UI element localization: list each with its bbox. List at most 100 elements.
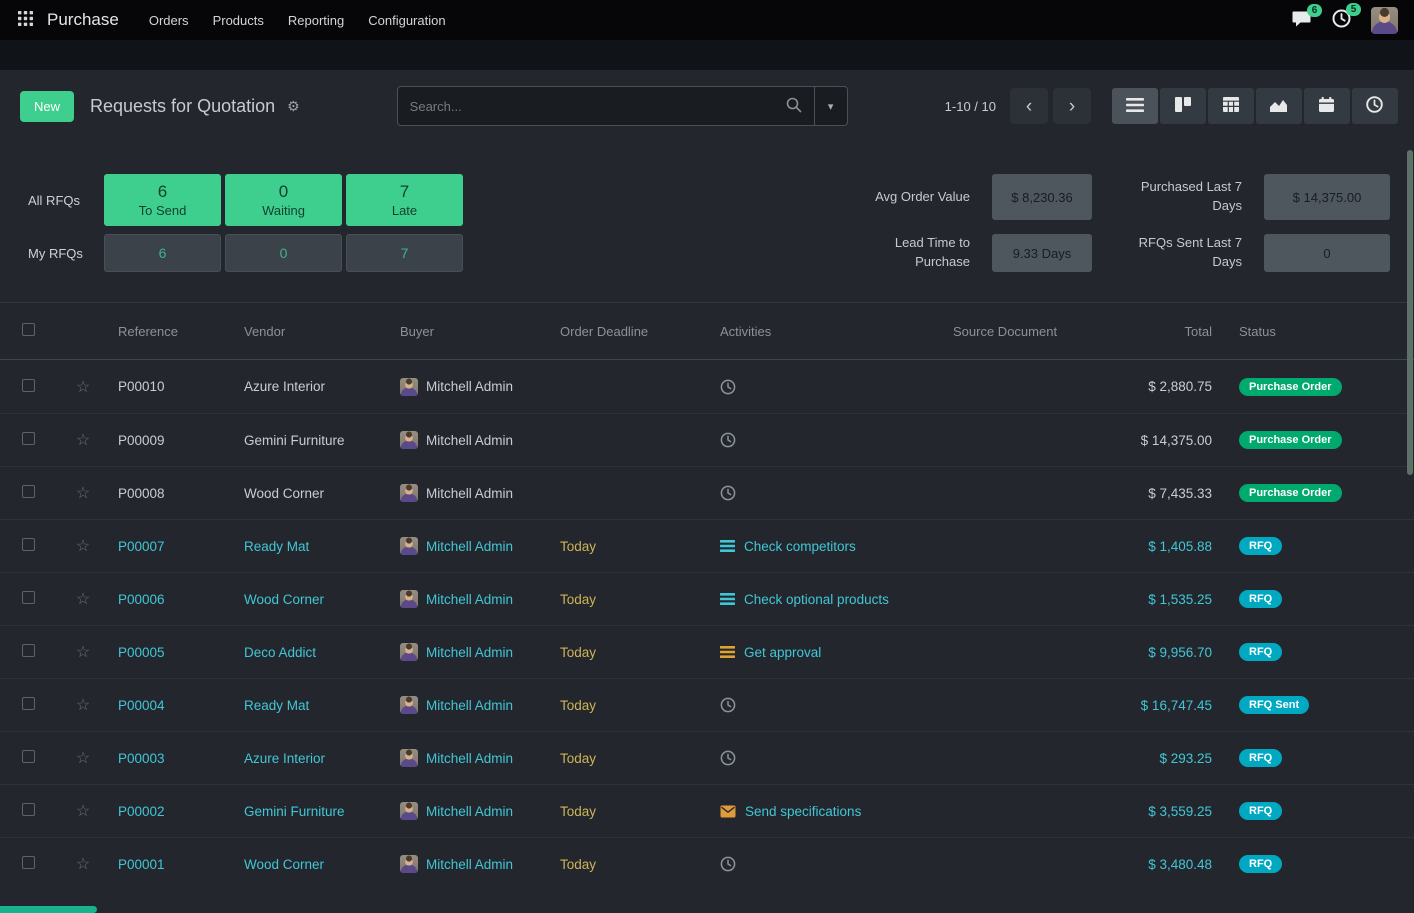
- pivot-view-icon: [1222, 97, 1239, 115]
- activity-label[interactable]: Send specifications: [745, 803, 862, 819]
- activity-icon[interactable]: [720, 856, 736, 872]
- activities-button[interactable]: 5: [1332, 3, 1361, 31]
- status-cell: RFQ: [1226, 643, 1414, 661]
- horizontal-scrollbar[interactable]: [0, 906, 97, 913]
- messages-button[interactable]: 6: [1291, 3, 1322, 31]
- favorite-star-icon[interactable]: ☆: [75, 485, 91, 502]
- activity-icon[interactable]: [720, 379, 736, 395]
- row-checkbox[interactable]: [22, 378, 35, 392]
- view-list-button[interactable]: [1111, 88, 1158, 124]
- row-checkbox[interactable]: [22, 803, 35, 816]
- order-deadline: Today: [560, 538, 597, 554]
- row-checkbox[interactable]: [22, 591, 35, 604]
- activity-icon[interactable]: [720, 539, 735, 553]
- page-title: Requests for Quotation: [90, 95, 276, 116]
- table-row[interactable]: ☆ P00001 Wood Corner Mitchell Admin Toda…: [0, 837, 1414, 890]
- view-pivot-button[interactable]: [1207, 88, 1254, 124]
- header-status[interactable]: Status: [1239, 323, 1276, 339]
- table-row[interactable]: ☆ P00004 Ready Mat Mitchell Admin Today …: [0, 678, 1414, 731]
- pager-previous-button[interactable]: ‹: [1009, 88, 1048, 124]
- status-badge: RFQ: [1239, 590, 1283, 608]
- my-to-send-card[interactable]: 6: [104, 234, 221, 272]
- table-row[interactable]: ☆ P00002 Gemini Furniture Mitchell Admin…: [0, 784, 1414, 837]
- activity-label[interactable]: Get approval: [744, 644, 822, 660]
- new-button[interactable]: New: [20, 90, 75, 122]
- favorite-cell: ☆: [58, 854, 108, 874]
- activity-icon[interactable]: [720, 697, 736, 713]
- all-late-card[interactable]: 7 Late: [346, 174, 463, 226]
- all-waiting-card[interactable]: 0 Waiting: [225, 174, 342, 226]
- buyer-avatar: [400, 696, 418, 714]
- select-all-checkbox[interactable]: [22, 323, 35, 336]
- table-row[interactable]: ☆ P00003 Azure Interior Mitchell Admin T…: [0, 731, 1414, 784]
- row-checkbox[interactable]: [22, 644, 35, 657]
- favorite-star-icon[interactable]: ☆: [75, 432, 91, 449]
- view-activity-button[interactable]: [1351, 88, 1398, 124]
- settings-gear-icon[interactable]: ⚙: [287, 97, 300, 114]
- activity-icon[interactable]: [720, 592, 735, 606]
- favorite-star-icon[interactable]: ☆: [75, 856, 91, 873]
- caret-down-icon: ▾: [827, 100, 834, 113]
- menu-configuration[interactable]: Configuration: [368, 12, 446, 28]
- row-checkbox[interactable]: [22, 538, 35, 551]
- row-checkbox[interactable]: [22, 750, 35, 763]
- view-calendar-button[interactable]: [1303, 88, 1350, 124]
- favorite-star-icon[interactable]: ☆: [75, 591, 91, 608]
- buyer-avatar: [400, 643, 418, 661]
- row-checkbox[interactable]: [22, 432, 35, 445]
- header-buyer[interactable]: Buyer: [400, 323, 434, 339]
- table-row[interactable]: ☆ P00009 Gemini Furniture Mitchell Admin…: [0, 413, 1414, 466]
- header-activities[interactable]: Activities: [720, 323, 772, 339]
- header-reference[interactable]: Reference: [118, 323, 178, 339]
- favorite-star-icon[interactable]: ☆: [75, 538, 91, 555]
- header-total[interactable]: Total: [1184, 323, 1212, 339]
- total: $ 16,747.45: [1140, 697, 1212, 713]
- favorite-star-icon[interactable]: ☆: [75, 750, 91, 767]
- my-waiting-card[interactable]: 0: [225, 234, 342, 272]
- all-to-send-card[interactable]: 6 To Send: [104, 174, 221, 226]
- my-late-card[interactable]: 7: [346, 234, 463, 272]
- vendor: Wood Corner: [244, 856, 325, 872]
- view-graph-button[interactable]: [1255, 88, 1302, 124]
- favorite-star-icon[interactable]: ☆: [75, 803, 91, 820]
- favorite-cell: ☆: [58, 589, 108, 609]
- user-avatar[interactable]: [1371, 6, 1398, 34]
- activity-icon[interactable]: [720, 805, 736, 818]
- row-checkbox[interactable]: [22, 485, 35, 498]
- row-checkbox[interactable]: [22, 856, 35, 869]
- table-row[interactable]: ☆ P00007 Ready Mat Mitchell Admin Today …: [0, 519, 1414, 572]
- view-kanban-button[interactable]: [1159, 88, 1206, 124]
- control-panel: New Requests for Quotation ⚙ ▾ 1-10 / 10…: [0, 70, 1414, 138]
- vertical-scrollbar[interactable]: [1407, 150, 1413, 475]
- activity-icon[interactable]: [720, 645, 735, 659]
- favorite-star-icon[interactable]: ☆: [75, 697, 91, 714]
- vendor: Wood Corner: [244, 485, 325, 501]
- search-dropdown-toggle[interactable]: ▾: [813, 86, 848, 126]
- table-row[interactable]: ☆ P00010 Azure Interior Mitchell Admin $…: [0, 360, 1414, 413]
- activity-icon[interactable]: [720, 750, 736, 766]
- favorite-star-icon[interactable]: ☆: [75, 644, 91, 661]
- table-row[interactable]: ☆ P00006 Wood Corner Mitchell Admin Toda…: [0, 572, 1414, 625]
- activity-label[interactable]: Check competitors: [744, 538, 856, 554]
- favorite-star-icon[interactable]: ☆: [75, 378, 91, 396]
- menu-products[interactable]: Products: [212, 12, 264, 28]
- header-order-deadline[interactable]: Order Deadline: [560, 323, 649, 339]
- table-row[interactable]: ☆ P00008 Wood Corner Mitchell Admin $ 7,…: [0, 466, 1414, 519]
- activity-icon[interactable]: [720, 485, 736, 501]
- status-badge: RFQ: [1239, 643, 1283, 661]
- search-input[interactable]: [397, 98, 786, 114]
- activity-cell: Check optional products: [720, 592, 953, 607]
- apps-menu-button[interactable]: [14, 7, 37, 33]
- header-source-document[interactable]: Source Document: [953, 323, 1058, 339]
- pager-next-button[interactable]: ›: [1052, 88, 1091, 124]
- header-vendor[interactable]: Vendor: [244, 323, 286, 339]
- menu-reporting[interactable]: Reporting: [287, 12, 345, 28]
- status-cell: Purchase Order: [1226, 377, 1414, 396]
- table-row[interactable]: ☆ P00005 Deco Addict Mitchell Admin Toda…: [0, 625, 1414, 678]
- activity-label[interactable]: Check optional products: [744, 591, 889, 607]
- menu-orders[interactable]: Orders: [148, 12, 189, 28]
- app-name[interactable]: Purchase: [47, 10, 119, 29]
- activities-badge: 5: [1346, 3, 1361, 16]
- row-checkbox[interactable]: [22, 697, 35, 710]
- activity-icon[interactable]: [720, 432, 736, 448]
